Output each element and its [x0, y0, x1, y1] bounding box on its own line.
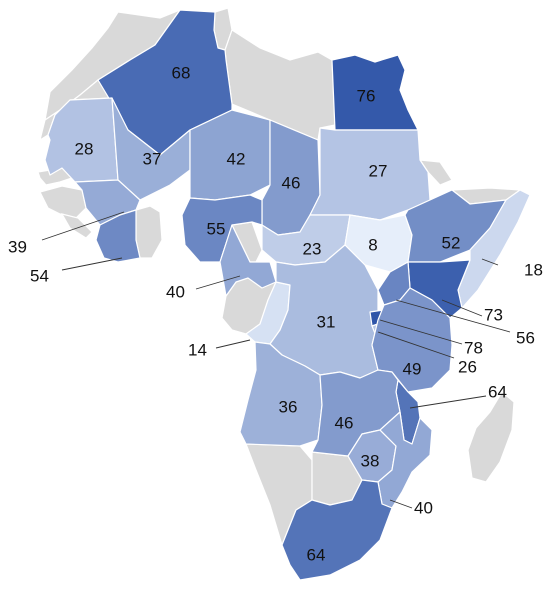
label-56: 56: [516, 329, 535, 348]
leader-line-26: [377, 331, 455, 359]
label-46-north: 46: [282, 174, 301, 193]
leader-line-40-west: [195, 275, 241, 290]
label-64-east: 64: [488, 383, 507, 402]
region-64-south: [281, 479, 393, 581]
label-14: 14: [188, 341, 207, 360]
label-52: 52: [442, 234, 461, 253]
leader-line-14: [215, 339, 251, 349]
label-23: 23: [303, 240, 322, 259]
leader-line-64-east: [409, 395, 487, 409]
label-49: 49: [403, 360, 422, 379]
label-8: 8: [368, 236, 377, 255]
liberia-region: [60, 213, 93, 239]
label-26: 26: [458, 358, 477, 377]
label-40-east: 40: [414, 499, 433, 518]
label-31: 31: [317, 313, 336, 332]
leader-line-39: [41, 211, 125, 241]
leader-line-56: [395, 299, 511, 333]
region-68: [97, 9, 233, 156]
region-36: [239, 341, 323, 447]
region-49: [371, 287, 453, 393]
label-38: 38: [361, 452, 380, 471]
label-76: 76: [357, 87, 376, 106]
madagascar-region: [467, 391, 515, 483]
label-46-south: 46: [335, 414, 354, 433]
label-40-west: 40: [166, 283, 185, 302]
label-36: 36: [279, 398, 298, 417]
label-42: 42: [227, 150, 246, 169]
label-68: 68: [172, 64, 191, 83]
region-labels: 68 76 28 37 42 46 27 55 23 8 52 31 49 36…: [75, 64, 461, 565]
leader-line-78: [379, 319, 463, 345]
region-40-west: [219, 224, 277, 297]
label-18: 18: [524, 261, 543, 280]
region-46-south: [311, 369, 401, 457]
callout-labels: 39 54 18 40 14 73 56 78 26 64 40: [8, 211, 543, 518]
label-28: 28: [75, 140, 94, 159]
label-64-south: 64: [307, 546, 326, 565]
ghana-togo-region: [135, 205, 163, 259]
guinea-region: [39, 185, 87, 219]
label-27: 27: [369, 162, 388, 181]
leader-line-73: [441, 299, 483, 317]
label-55: 55: [207, 220, 226, 239]
label-37: 37: [143, 150, 162, 169]
label-78: 78: [464, 339, 483, 358]
data-regions: [44, 9, 531, 581]
label-39: 39: [8, 238, 27, 257]
leader-line-18: [481, 258, 499, 266]
label-54: 54: [30, 267, 49, 286]
region-18: [457, 189, 531, 309]
region-40-east: [377, 411, 433, 509]
region-54: [95, 209, 141, 263]
leader-line-54: [61, 257, 123, 271]
region-55: [181, 194, 263, 263]
leader-line-40-east: [389, 499, 413, 509]
label-73: 73: [484, 306, 503, 325]
